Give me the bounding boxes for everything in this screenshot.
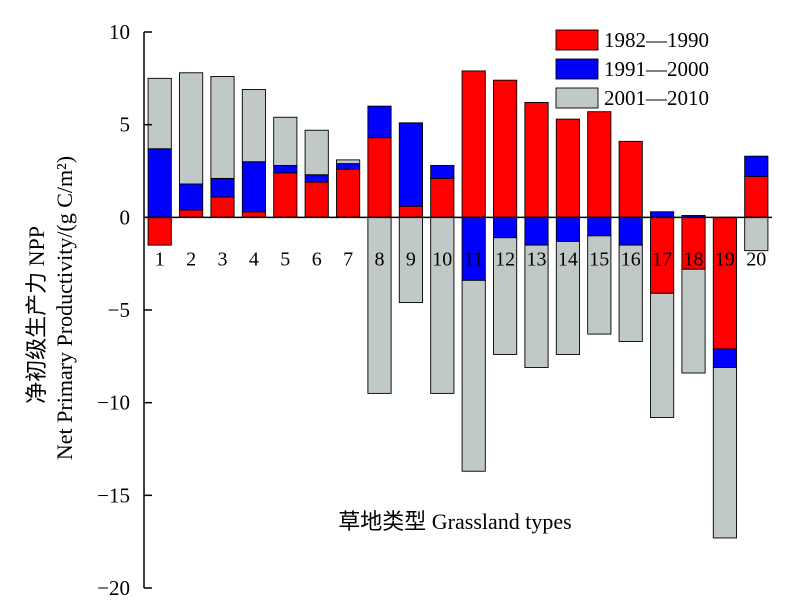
- bar-segment: [336, 163, 361, 170]
- bar-segment: [147, 148, 172, 218]
- y-tick-label: −15: [97, 483, 130, 507]
- bar-segment: [147, 77, 172, 150]
- category-label: 16: [621, 248, 641, 270]
- y-tick-label: 10: [109, 20, 130, 44]
- bar-segment: [179, 209, 204, 218]
- bars-layer: [147, 70, 769, 539]
- bar-segment: [461, 70, 486, 218]
- legend-swatch: [555, 58, 599, 80]
- category-label: 10: [432, 248, 452, 270]
- y-tick-label: 5: [120, 113, 131, 137]
- bar-segment: [336, 168, 361, 218]
- category-label: 4: [249, 248, 259, 270]
- y-tick-label: −10: [97, 391, 130, 415]
- bar-segment: [147, 216, 172, 246]
- legend-swatch: [555, 29, 599, 51]
- bar-segment: [210, 76, 235, 179]
- bar-segment: [273, 116, 298, 166]
- category-label: 1: [155, 248, 165, 270]
- y-axis-title-cn: 净初级生产力 NPP: [24, 226, 49, 404]
- bar-segment: [367, 105, 392, 139]
- legend-swatch: [555, 87, 599, 109]
- legend-label: 1991—2000: [604, 57, 709, 81]
- y-ticks: 10 5 0 −5 −10 −15 −20: [97, 20, 152, 600]
- category-label: 6: [312, 248, 322, 270]
- category-label: 11: [464, 248, 483, 270]
- bar-segment: [241, 161, 266, 213]
- bar-segment: [493, 79, 518, 218]
- bar-segment: [524, 244, 549, 368]
- bar-segment: [555, 216, 580, 242]
- bar-segment: [681, 268, 706, 374]
- bar-segment: [304, 129, 329, 176]
- category-label: 15: [589, 248, 609, 270]
- bar-segment: [241, 89, 266, 163]
- bar-segment: [210, 177, 235, 198]
- x-axis-title: 草地类型 Grassland types: [338, 509, 571, 534]
- bar-segment: [524, 216, 549, 246]
- bar-segment: [461, 279, 486, 472]
- y-tick-label: −20: [97, 576, 130, 600]
- bar-segment: [273, 164, 298, 174]
- bar-segment: [367, 137, 392, 218]
- bar-segment: [179, 72, 204, 185]
- category-label: 20: [746, 248, 766, 270]
- bar-segment: [493, 237, 518, 355]
- bar-segment: [179, 183, 204, 211]
- bar-segment: [555, 118, 580, 218]
- bar-segment: [587, 235, 612, 335]
- category-labels: 1 2 3 4 5 6 7 8 9 10 11 12 13 14 15 16 17 18 19 20: [155, 248, 767, 270]
- bar-segment: [744, 155, 769, 178]
- bar-segment: [555, 240, 580, 355]
- category-label: 18: [684, 248, 704, 270]
- bar-segment: [587, 216, 612, 237]
- bar-segment: [650, 292, 675, 418]
- category-label: 7: [343, 248, 353, 270]
- bar-segment: [587, 111, 612, 218]
- bar-segment: [304, 181, 329, 218]
- category-label: 12: [495, 248, 515, 270]
- bar-segment: [430, 216, 455, 394]
- bar-segment: [304, 174, 329, 183]
- legend: 1982—1990 1991—2000 2001—2010: [555, 28, 709, 110]
- bar-segment: [398, 205, 423, 218]
- bar-segment: [524, 101, 549, 218]
- category-label: 2: [186, 248, 196, 270]
- bar-segment: [210, 196, 235, 218]
- y-tick-label: 0: [120, 205, 131, 229]
- bar-segment: [618, 244, 643, 342]
- category-label: 17: [652, 248, 672, 270]
- bar-segment: [398, 122, 423, 207]
- category-label: 19: [715, 248, 735, 270]
- bar-segment: [744, 216, 769, 252]
- category-label: 3: [218, 248, 228, 270]
- bar-segment: [650, 211, 675, 218]
- bar-segment: [618, 216, 643, 246]
- bar-segment: [336, 159, 361, 165]
- category-label: 9: [406, 248, 416, 270]
- bar-segment: [273, 172, 298, 218]
- bar-segment: [430, 164, 455, 179]
- category-label: 5: [280, 248, 290, 270]
- legend-label: 2001—2010: [604, 86, 709, 110]
- legend-label: 1982—1990: [604, 28, 709, 52]
- bar-segment: [712, 216, 737, 350]
- bar-segment: [712, 367, 737, 539]
- category-label: 14: [558, 248, 578, 270]
- bar-segment: [618, 140, 643, 218]
- y-tick-label: −5: [108, 298, 130, 322]
- bar-segment: [493, 216, 518, 239]
- bar-segment: [712, 348, 737, 368]
- bar-segment: [367, 216, 392, 394]
- category-label: 8: [375, 248, 385, 270]
- bar-segment: [430, 177, 455, 218]
- bar-segment: [241, 211, 266, 218]
- category-label: 13: [527, 248, 547, 270]
- bar-segment: [744, 176, 769, 218]
- y-axis-title-en: Net Primary Productivity/(g C/m²): [52, 156, 77, 460]
